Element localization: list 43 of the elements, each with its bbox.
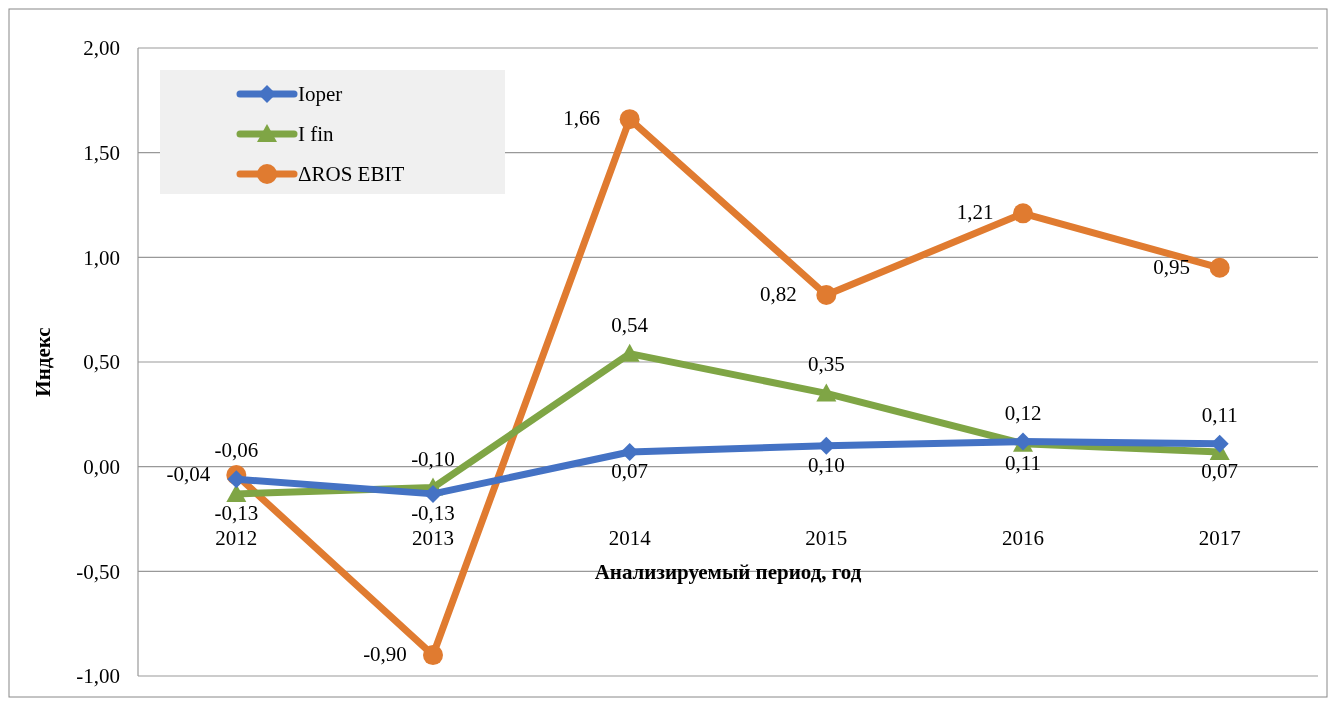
- legend-label: I fin: [298, 122, 335, 147]
- data-label: 0,54: [611, 312, 649, 337]
- point: [424, 484, 442, 503]
- data-label: -0,06: [214, 438, 259, 463]
- y-tick-label: 1,50: [83, 141, 120, 166]
- data-label: -0,04: [166, 462, 211, 487]
- y-tick-label: 2,00: [83, 36, 120, 61]
- x-tick-label: 2017: [1198, 525, 1241, 550]
- x-tick-label: 2015: [805, 525, 848, 550]
- y-tick-label: -0,50: [76, 559, 120, 584]
- x-axis-title: Анализируемый период, год: [594, 559, 862, 584]
- data-label: 0,11: [1005, 450, 1041, 475]
- data-label: -0,90: [363, 642, 407, 667]
- data-label: -0,10: [411, 446, 455, 471]
- x-tick-label: 2012: [215, 525, 258, 550]
- data-label: 0,07: [611, 459, 649, 484]
- x-tick-label: 2013: [412, 525, 454, 550]
- point: [1013, 203, 1033, 224]
- y-axis-title: Индекс: [31, 327, 55, 397]
- data-label: 1,66: [563, 106, 601, 131]
- data-label: 0,82: [759, 282, 797, 307]
- y-tick-label: 0,00: [83, 455, 120, 480]
- data-label: 0,95: [1153, 254, 1191, 279]
- point: [423, 645, 443, 666]
- data-label: 0,35: [807, 352, 845, 377]
- x-tick-label: 2014: [608, 525, 652, 550]
- y-tick-label: 0,50: [83, 350, 120, 375]
- point: [619, 109, 640, 130]
- data-label: -0,13: [214, 500, 259, 525]
- data-label: 0,10: [807, 452, 845, 477]
- data-label: 0,11: [1201, 402, 1238, 427]
- data-label: 0,07: [1201, 459, 1239, 484]
- legend-label: Ioper: [298, 82, 343, 107]
- x-tick-label: 2016: [1002, 525, 1044, 550]
- data-label: -0,13: [411, 500, 455, 525]
- data-label: 0,12: [1004, 400, 1042, 425]
- y-tick-label: -1,00: [76, 664, 120, 689]
- point: [816, 383, 837, 402]
- point: [816, 285, 837, 306]
- y-tick-label: 1,00: [83, 245, 120, 270]
- legend-label: ΔROS EBIT: [298, 162, 405, 187]
- data-label: 1,21: [956, 200, 994, 225]
- point: [1209, 257, 1230, 278]
